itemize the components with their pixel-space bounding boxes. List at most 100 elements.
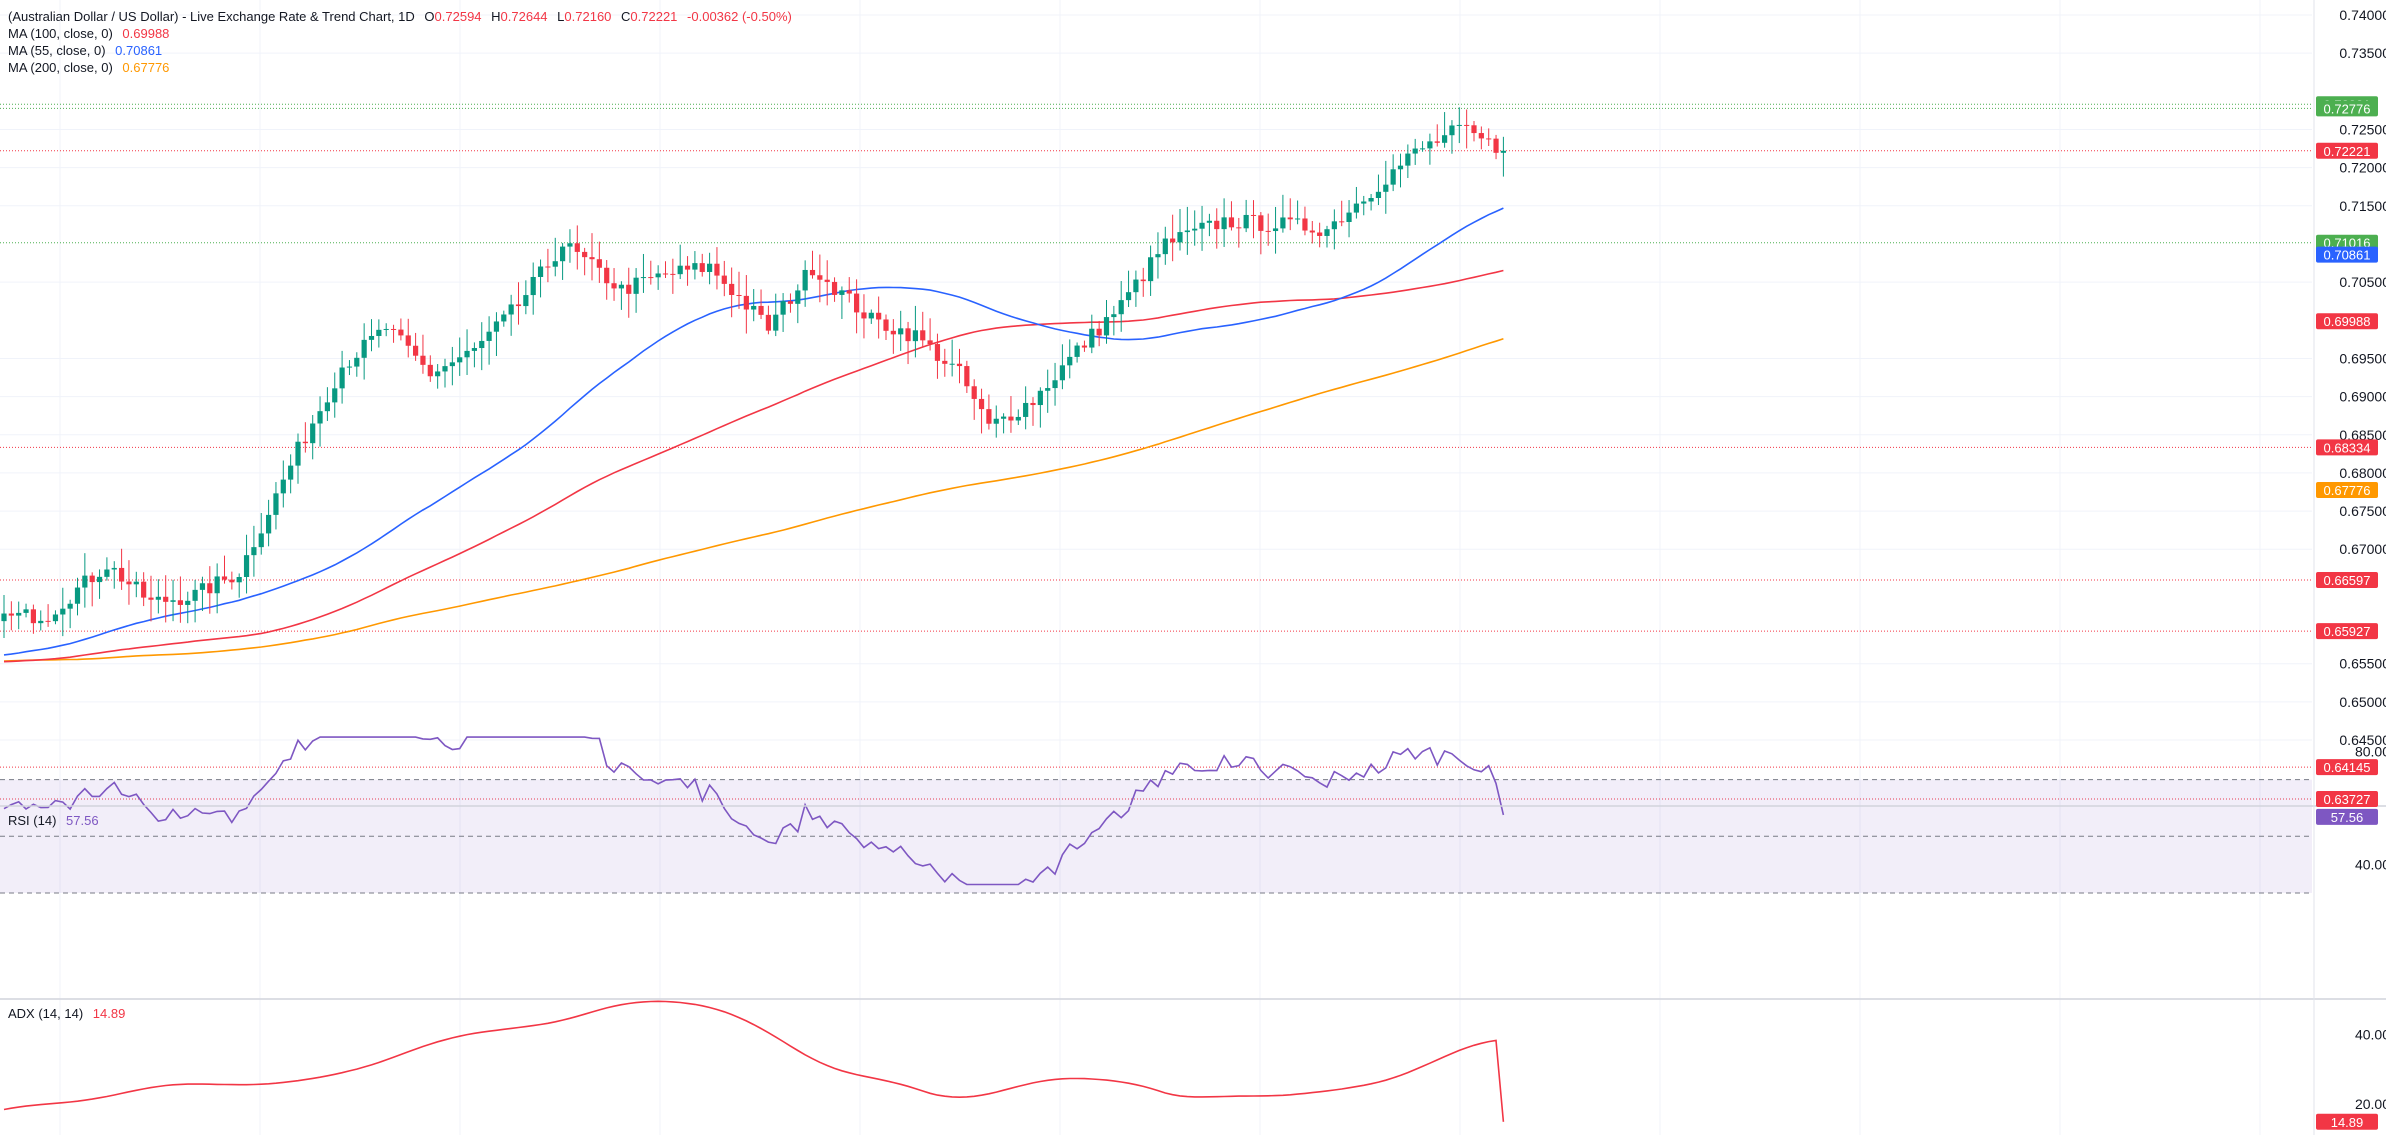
price-tick-label: 0.68000 [2339, 465, 2386, 481]
candle-body [1148, 257, 1154, 282]
adx-tick-label: 40.00 [2355, 1027, 2386, 1043]
high-label: H [491, 9, 501, 24]
candle-body [148, 597, 154, 600]
candle-body [809, 269, 816, 276]
rsi-pane [3, 736, 1505, 886]
price-tags: 0.728310.727760.722210.710160.708610.699… [2316, 96, 2378, 1130]
candle-body [596, 259, 602, 268]
candle-body [1089, 328, 1095, 348]
ma55-label: MA (55, close, 0) [8, 43, 106, 58]
candle-body [457, 357, 463, 363]
candle-body [633, 277, 639, 294]
ma55-line [3, 207, 1504, 656]
candle-body [1339, 221, 1345, 223]
adx-tag: 14.89 [2331, 1115, 2364, 1130]
candle-body [986, 409, 992, 424]
candle-body [993, 418, 999, 424]
candle-body [221, 576, 228, 580]
candle-body [52, 614, 59, 622]
candle-body [1368, 198, 1374, 202]
price-tick-label: 0.72500 [2339, 121, 2386, 137]
candle-body [736, 294, 742, 296]
adx-legend[interactable]: ADX (14, 14) 14.89 [8, 1006, 125, 1021]
candle-body [273, 493, 279, 515]
candle-body [383, 328, 389, 330]
ma100-value: 0.69988 [122, 26, 170, 41]
ma100-line [3, 269, 1504, 663]
candle-body [266, 514, 272, 534]
candle-body [1111, 314, 1117, 318]
candle-body [442, 366, 448, 372]
candle-body [765, 314, 771, 331]
ma100-legend[interactable]: MA (100, close, 0) 0.69988 [8, 26, 169, 41]
price-tag: 0.72776 [2324, 101, 2371, 116]
candles [1, 107, 1506, 639]
candle-body [1059, 365, 1065, 381]
rsi-tick-label: 80.00 [2355, 743, 2386, 759]
candle-body [1206, 220, 1212, 223]
candle-body [1081, 345, 1088, 348]
candle-body [163, 596, 169, 602]
candle-body [1353, 203, 1359, 213]
candle-body [670, 273, 676, 275]
price-tick-label: 0.67500 [2339, 503, 2386, 519]
candle-body [912, 330, 918, 342]
candle-body [604, 267, 610, 284]
candle-body [684, 265, 691, 270]
candle-body [1317, 232, 1323, 236]
candle-body [1390, 169, 1396, 185]
candle-body [1030, 402, 1036, 406]
horizontal-levels [0, 103, 2312, 800]
candle-body [1221, 217, 1227, 230]
candle-body [692, 263, 698, 270]
ma200-label: MA (200, close, 0) [8, 60, 113, 75]
rsi-line [3, 736, 1505, 886]
price-tick-label: 0.74000 [2339, 7, 2386, 23]
ma200-line [3, 338, 1504, 662]
candle-body [721, 275, 727, 284]
candle-body [177, 600, 183, 605]
rsi-tag-bg [2316, 808, 2378, 825]
candle-body [104, 569, 110, 577]
open-label: O [424, 9, 435, 24]
candle-body [1302, 218, 1308, 231]
price-tag-bg [2316, 623, 2378, 640]
candle-body [1464, 124, 1470, 126]
candle-body [648, 277, 654, 279]
candle-body [141, 581, 147, 598]
candle-body [38, 620, 44, 624]
close-label: C [621, 9, 631, 24]
candle-body [927, 340, 933, 345]
ma55-legend[interactable]: MA (55, close, 0) 0.70861 [8, 43, 162, 58]
candle-body [390, 328, 397, 330]
price-tag-bg [2316, 791, 2378, 808]
candle-body [1125, 292, 1132, 301]
candle-body [964, 366, 970, 387]
candle-body [214, 576, 220, 594]
candle-body [1405, 153, 1411, 166]
candle-body [942, 360, 948, 364]
price-tag-bg [2316, 142, 2378, 159]
ma200-legend[interactable]: MA (200, close, 0) 0.67776 [8, 60, 169, 75]
candle-body [1162, 238, 1168, 255]
candle-body [1346, 212, 1352, 222]
candle-body [119, 567, 125, 582]
candle-body [1, 613, 7, 622]
price-tag: 0.65927 [2324, 624, 2371, 639]
candle-body [368, 335, 375, 340]
candle-body [30, 609, 36, 624]
candle-body [846, 290, 852, 294]
candle-body [1118, 300, 1124, 315]
rsi-legend[interactable]: RSI (14) 57.56 [8, 813, 99, 828]
candle-body [420, 355, 426, 365]
candle-body [1471, 125, 1477, 134]
candle-body [258, 533, 264, 548]
candle-body [839, 290, 845, 295]
candle-body [280, 479, 286, 494]
price-tag: 0.67776 [2324, 483, 2371, 498]
adx-tag-bg [2316, 1113, 2378, 1130]
candle-body [824, 279, 830, 282]
candle-body [898, 328, 904, 335]
